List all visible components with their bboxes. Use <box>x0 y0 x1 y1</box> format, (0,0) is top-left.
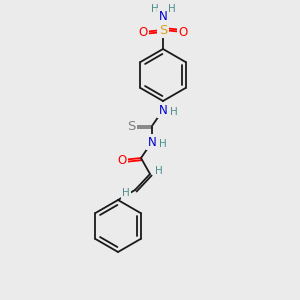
Text: O: O <box>138 26 148 38</box>
Text: S: S <box>127 119 135 133</box>
Text: H: H <box>170 107 178 117</box>
Text: N: N <box>159 10 167 22</box>
Text: H: H <box>155 166 163 176</box>
Text: H: H <box>168 4 176 14</box>
Text: H: H <box>151 4 159 14</box>
Text: N: N <box>148 136 156 148</box>
Text: O: O <box>117 154 127 166</box>
Text: H: H <box>122 188 130 198</box>
Text: N: N <box>159 103 167 116</box>
Text: O: O <box>178 26 188 38</box>
Text: H: H <box>159 139 167 149</box>
Text: S: S <box>159 23 167 37</box>
